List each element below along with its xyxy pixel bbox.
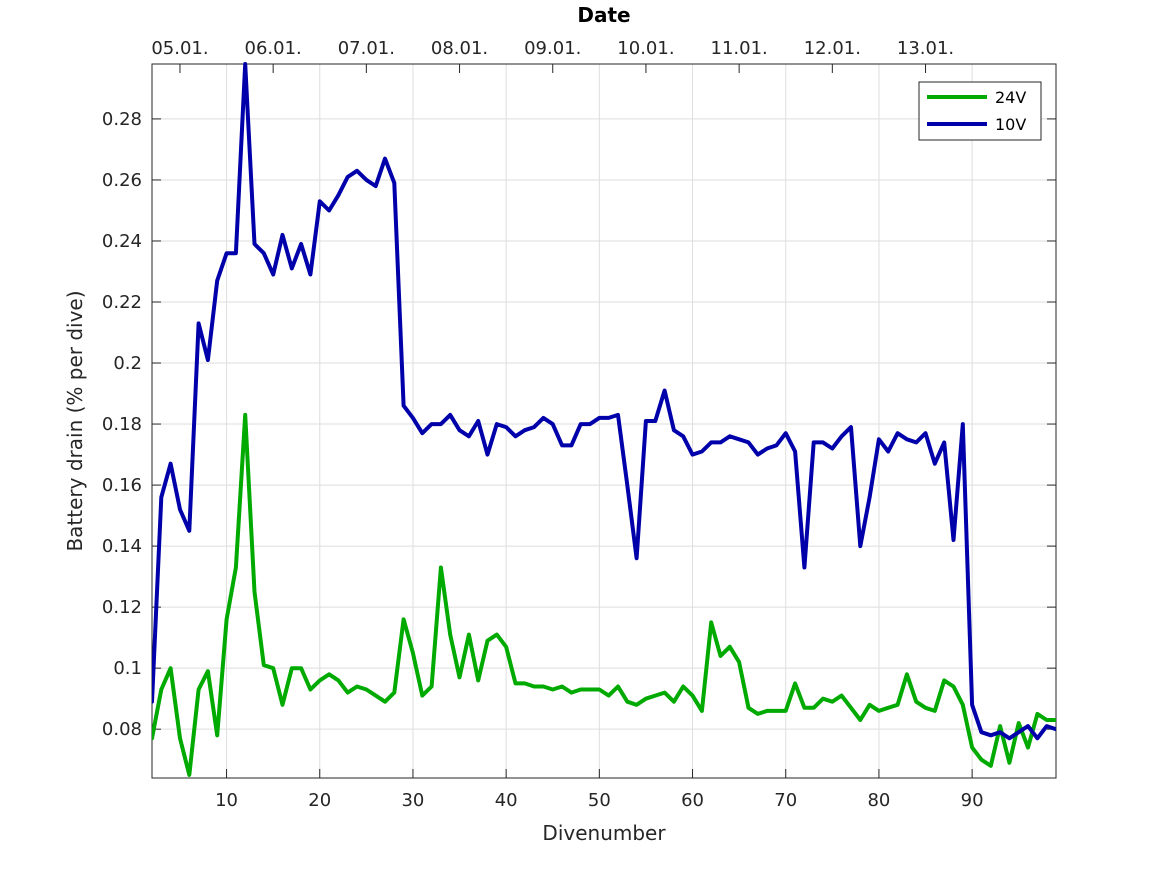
top-axis-title: Date: [577, 3, 630, 27]
y-tick-label: 0.08: [102, 719, 142, 740]
x-tick-label: 20: [308, 790, 331, 811]
x-tick-label: 50: [588, 790, 611, 811]
y-tick-label: 0.2: [113, 353, 142, 374]
y-tick-label: 0.22: [102, 292, 142, 313]
y-tick-label: 0.26: [102, 170, 142, 191]
x-tick-label: 30: [401, 790, 424, 811]
y-tick-label: 0.12: [102, 597, 142, 618]
series-lines: [152, 62, 1056, 777]
legend-label: 24V: [995, 88, 1026, 107]
x-tick-label: 70: [774, 790, 797, 811]
grid: [152, 64, 1056, 778]
y-tick-label: 0.18: [102, 414, 142, 435]
top-tick-label: 12.01.: [804, 38, 861, 59]
y-tick-label: 0.28: [102, 109, 142, 130]
y-tick-label: 0.14: [102, 536, 142, 557]
y-tick-label: 0.1: [113, 658, 142, 679]
plot-frame: [151, 63, 1057, 779]
y-axis-label: Battery drain (% per dive): [63, 290, 87, 551]
x-tick-label: 80: [867, 790, 890, 811]
top-tick-label: 11.01.: [711, 38, 768, 59]
top-tick-label: 05.01.: [151, 38, 208, 59]
top-tick-label: 09.01.: [524, 38, 581, 59]
top-tick-label: 10.01.: [617, 38, 674, 59]
x-tick-label: 40: [495, 790, 518, 811]
series-line-24v: [152, 412, 1056, 777]
y-tick-label: 0.16: [102, 475, 142, 496]
y-tick-label: 0.24: [102, 231, 142, 252]
top-tick-label: 07.01.: [338, 38, 395, 59]
top-tick-label: 06.01.: [245, 38, 302, 59]
axis-ticks: 10 20 30 40 50 60 70 80 90 0.08 0.1 0.12 0.14 0.16 0.1…: [102, 38, 1056, 811]
x-tick-label: 60: [681, 790, 704, 811]
x-axis-label: Divenumber: [542, 821, 666, 845]
top-tick-label: 08.01.: [431, 38, 488, 59]
x-tick-label: 10: [215, 790, 238, 811]
x-tick-label: 90: [961, 790, 984, 811]
top-tick-label: 13.01.: [897, 38, 954, 59]
series-line-10v: [152, 62, 1056, 741]
legend-box: [918, 81, 1042, 141]
legend-label: 10V: [995, 115, 1026, 134]
